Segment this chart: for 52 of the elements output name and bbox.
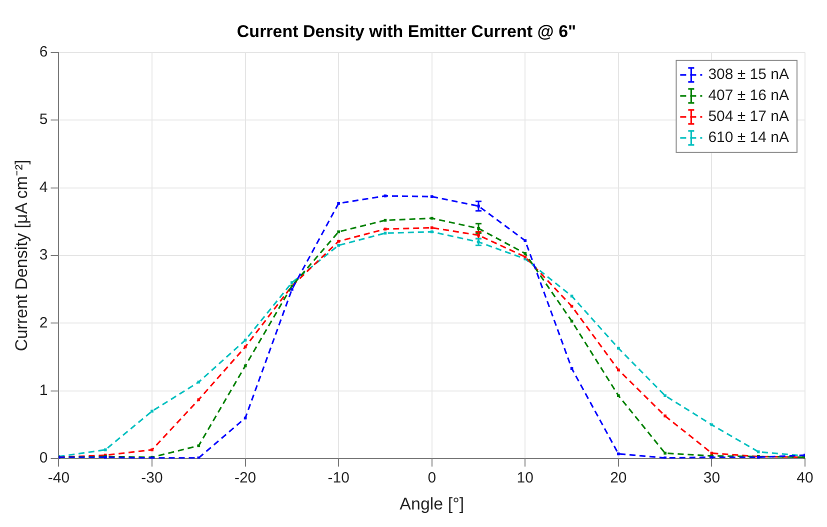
x-tick-label: 10: [516, 470, 534, 487]
point: [756, 450, 760, 454]
point: [384, 194, 387, 198]
point: [150, 410, 154, 413]
legend-label: 407 ± 16 nA: [708, 87, 790, 104]
y-tick-label: 6: [39, 44, 48, 61]
point: [337, 244, 340, 247]
point: [384, 228, 387, 231]
point: [664, 452, 666, 455]
y-tick-label: 2: [39, 314, 48, 332]
point: [244, 416, 247, 420]
point: [430, 226, 434, 230]
point: [524, 252, 527, 255]
x-tick-label: 0: [428, 470, 436, 487]
x-tick-label: 40: [796, 470, 814, 487]
point: [617, 346, 620, 350]
y-axis-title: Current Density [μA cm⁻²]: [12, 160, 31, 352]
point: [430, 216, 434, 220]
y-tick-label: 5: [39, 111, 48, 128]
point: [570, 367, 574, 370]
point: [524, 239, 527, 242]
x-tick-label: -20: [234, 470, 256, 487]
x-tick-label: 30: [703, 470, 720, 487]
point: [430, 230, 434, 234]
point: [337, 202, 340, 205]
chart-title: Current Density with Emitter Current @ 6": [236, 22, 576, 41]
point: [197, 380, 200, 384]
point: [104, 448, 107, 452]
point: [617, 452, 620, 456]
point: [430, 195, 434, 198]
point: [337, 230, 340, 234]
point: [664, 394, 666, 398]
x-axis-title: Angle [°]: [400, 494, 464, 514]
legend-label: 308 ± 15 nA: [708, 66, 790, 84]
point: [290, 288, 294, 291]
point: [150, 448, 154, 452]
y-tick-label: 4: [39, 178, 48, 196]
y-tick-label: 0: [39, 450, 48, 467]
y-tick-label: 3: [39, 246, 48, 264]
legend-label: 504 ± 17 nA: [708, 108, 790, 126]
point: [244, 345, 247, 348]
x-tick-label: -40: [48, 470, 70, 487]
x-tick-label: -10: [328, 470, 350, 487]
point: [337, 240, 340, 243]
point: [570, 294, 574, 298]
point: [244, 338, 247, 342]
x-tick-label: 20: [610, 470, 627, 487]
x-tick-label: -30: [141, 470, 163, 487]
y-tick-label: 1: [39, 382, 48, 400]
legend-label: 610 ± 14 nA: [708, 129, 790, 146]
point: [244, 364, 247, 368]
point: [384, 232, 387, 235]
